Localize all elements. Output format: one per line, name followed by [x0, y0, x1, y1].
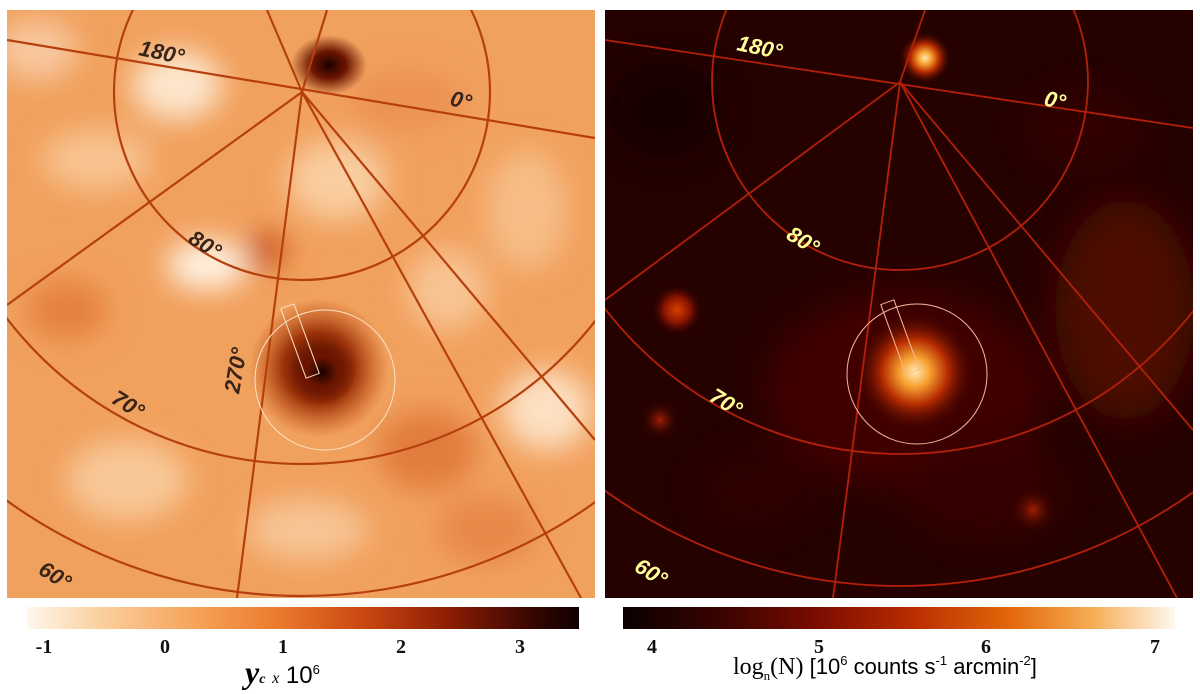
- colorbar-tick: 6: [981, 636, 991, 658]
- label-times: x: [272, 670, 280, 687]
- xray-map: 180° 0° 80° 70° 60°: [605, 10, 1193, 598]
- compton-y-map-panel: 180° 0° 80° 70° 270° 60°: [7, 10, 595, 598]
- label-log-sub: n: [763, 668, 771, 683]
- xray-colorbar-label: logn(N) [106 counts s-1 arcmin-2]: [733, 653, 1037, 683]
- cluster-xray-emission: [855, 312, 975, 432]
- label-scale: 10: [285, 662, 313, 689]
- compton-y-colorbar-label: yc x 106: [245, 654, 320, 691]
- colorbar-tick: 0: [160, 636, 170, 658]
- coordinate-grid: [7, 10, 595, 598]
- label-unit-open: [10: [809, 654, 841, 679]
- label-log: log: [733, 654, 764, 680]
- point-source-south: [1009, 486, 1057, 534]
- label-unit-counts: counts s: [853, 654, 936, 679]
- point-source-west: [651, 284, 703, 336]
- r500-aperture: [846, 303, 988, 445]
- colorbar-tick: 3: [515, 636, 525, 658]
- northern-xray-source: [899, 32, 951, 84]
- label-unit-exp1: 6: [840, 653, 848, 668]
- label-quantity: (N): [770, 654, 804, 680]
- point-source-southwest: [640, 400, 680, 440]
- xray-map-panel: 180° 0° 80° 70° 60°: [605, 10, 1193, 598]
- label-unit-exp2: -1: [935, 653, 948, 668]
- colorbar-tick: 4: [647, 636, 657, 658]
- observation-box: [880, 299, 920, 375]
- map-noise-field: [7, 20, 592, 565]
- colorbar-tick: 1: [278, 636, 288, 658]
- label-symbol: y: [245, 654, 260, 690]
- coordinate-grid: [605, 10, 1193, 598]
- colorbar-tick: 5: [814, 636, 824, 658]
- compton-y-colorbar: [27, 607, 579, 629]
- label-unit-exp3: -2: [1019, 653, 1031, 668]
- label-exponent: 6: [312, 662, 320, 677]
- cluster-decrement-core: [288, 338, 356, 406]
- r500-aperture: [254, 309, 396, 451]
- colorbar-tick: 7: [1150, 636, 1160, 658]
- label-unit-arcmin: arcmin: [953, 654, 1020, 679]
- compton-y-map: 180° 0° 80° 70° 270° 60°: [7, 10, 595, 598]
- northern-source: [291, 35, 367, 95]
- observation-box: [280, 303, 320, 379]
- colorbar-tick: 2: [396, 636, 406, 658]
- label-unit-close: ]: [1030, 654, 1037, 679]
- xray-colorbar: [623, 607, 1175, 629]
- colorbar-tick: -1: [35, 636, 53, 658]
- label-subscript: c: [259, 672, 266, 687]
